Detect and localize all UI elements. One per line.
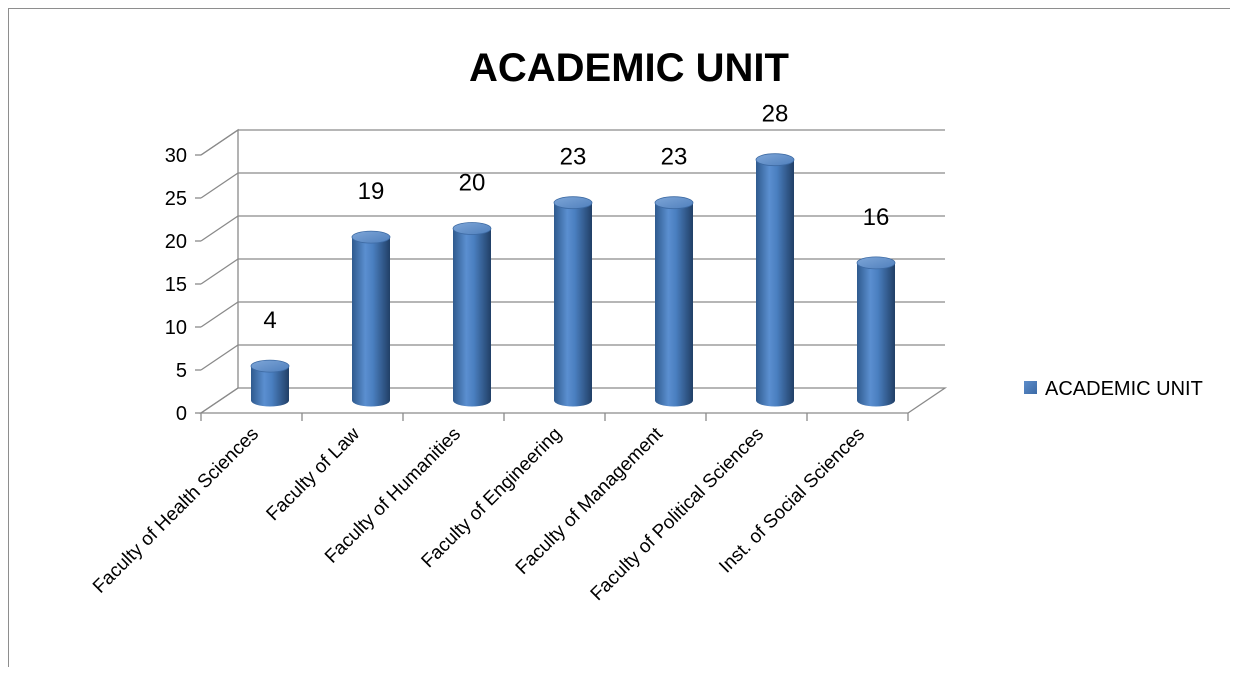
legend-swatch (1024, 381, 1037, 394)
bar (856, 256, 896, 407)
bar-body (655, 202, 693, 407)
bar-top (553, 196, 593, 210)
bar-top (250, 359, 290, 373)
bar-body (857, 262, 895, 407)
bar-chart: ACADEMIC UNIT 0 5 10 15 20 25 30 4 19 20 23 23 28 16… (89, 46, 1203, 605)
data-label: 16 (863, 204, 890, 231)
bar-body (453, 228, 491, 407)
data-labels: 4 19 20 23 23 28 16 (263, 101, 889, 334)
gridline (200, 258, 945, 285)
bar-top (755, 153, 795, 167)
bar-body (352, 237, 390, 407)
bar (351, 230, 391, 407)
data-label: 20 (459, 170, 486, 197)
bar-top (452, 222, 492, 235)
bar (654, 196, 694, 407)
chart-title: ACADEMIC UNIT (469, 46, 789, 90)
y-tick-label: 0 (176, 403, 187, 425)
bar-body (251, 366, 289, 407)
legend: ACADEMIC UNIT (1024, 378, 1203, 400)
gridline (200, 215, 945, 242)
bar (755, 153, 795, 407)
category-label: Faculty of Health Sciences (89, 424, 263, 598)
y-axis-ticks: 0 5 10 15 20 25 30 (165, 145, 201, 425)
y-tick-label: 30 (165, 145, 187, 167)
bar (250, 359, 290, 407)
data-label: 23 (661, 144, 688, 171)
y-tick-label: 25 (165, 188, 187, 210)
data-label: 4 (263, 307, 276, 334)
bar-body (554, 202, 592, 407)
y-tick-label: 20 (165, 231, 187, 253)
gridline (200, 172, 945, 199)
x-axis-ticks (200, 413, 909, 421)
gridlines (200, 129, 945, 371)
y-tick-label: 10 (165, 317, 187, 339)
legend-label: ACADEMIC UNIT (1045, 378, 1203, 400)
data-label: 23 (560, 144, 587, 171)
bar (452, 222, 492, 407)
category-label: Faculty of Political Sciences (587, 424, 768, 605)
data-label: 28 (762, 101, 789, 128)
gridline (200, 344, 945, 371)
gridline (200, 129, 945, 156)
bar-top (351, 230, 391, 244)
bars (250, 153, 896, 407)
floor (198, 387, 948, 414)
data-label: 19 (358, 178, 385, 205)
bar (553, 196, 593, 407)
y-tick-label: 15 (165, 274, 187, 296)
category-labels: Faculty of Health Sciences Faculty of Law… (89, 423, 869, 605)
gridline (200, 301, 945, 328)
bar-top (654, 196, 694, 210)
y-tick-label: 5 (176, 360, 187, 382)
category-label: Faculty of Law (263, 423, 365, 525)
chart-frame: ACADEMIC UNIT 0 5 10 15 20 25 30 4 19 20 23 23 28 16… (8, 8, 1230, 667)
bar-body (756, 159, 794, 407)
bar-top (856, 256, 896, 270)
